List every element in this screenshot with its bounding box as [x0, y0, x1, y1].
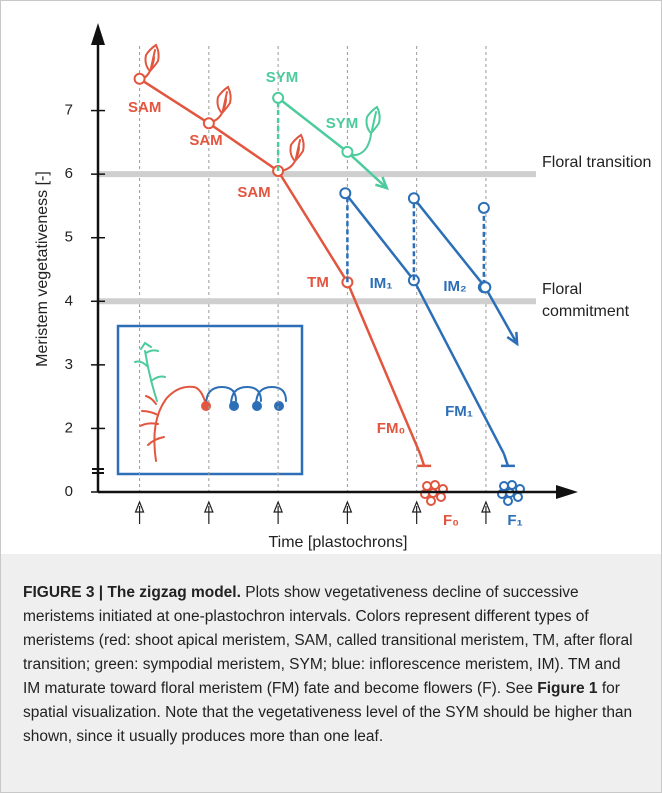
meristem-line — [412, 197, 487, 289]
inset-hooks — [205, 385, 287, 406]
inset-dot — [201, 401, 211, 411]
threshold-label: Floral transition — [542, 154, 652, 172]
stop-bar — [500, 453, 515, 468]
stop-bar — [417, 453, 432, 468]
meristem-point — [341, 145, 354, 158]
meristem-label: F₁ — [507, 512, 522, 529]
meristem-label: TM — [307, 274, 329, 291]
inset-dot — [274, 401, 284, 411]
y-tick-label: 5 — [65, 229, 73, 246]
caption: FIGURE 3 | The zigzag model. Plots show … — [1, 554, 661, 792]
inset-box — [116, 324, 304, 476]
meristem-line — [138, 77, 422, 455]
x-axis-arrow — [556, 485, 578, 499]
meristem-label: FM₀ — [377, 420, 405, 437]
meristem-point — [202, 117, 215, 130]
meristem-label: SAM — [128, 99, 161, 116]
meristem-label: SYM — [326, 115, 359, 132]
meristem-line — [344, 192, 506, 455]
meristem-point — [407, 192, 420, 205]
meristem-label: SAM — [237, 184, 270, 201]
caption-body: for spatial visualization. Note that the… — [23, 680, 633, 745]
x-tick-arrow — [134, 500, 145, 524]
y-tick-label: 7 — [65, 102, 73, 119]
x-axis-label: Time [plastochrons] — [268, 534, 407, 551]
x-tick-arrow — [481, 500, 491, 524]
inset-stem — [139, 385, 207, 462]
meristem-label: SAM — [189, 132, 222, 149]
y-tick-label: 4 — [65, 292, 73, 309]
meristem-point — [272, 91, 285, 104]
meristem-line — [484, 286, 519, 345]
meristem-point — [477, 201, 490, 214]
y-axis-arrow — [91, 23, 105, 45]
inset-dot — [229, 401, 239, 411]
axis-break — [92, 468, 104, 474]
caption-ref: Figure 1 — [537, 680, 598, 697]
meristem-point — [133, 72, 146, 85]
leaf-icon-green — [346, 105, 381, 156]
y-tick-label: 2 — [65, 419, 73, 436]
arrow-head — [375, 176, 389, 191]
y-tick-label: 3 — [65, 356, 73, 373]
x-tick-arrow — [342, 500, 353, 524]
meristem-label: IM₂ — [443, 278, 466, 295]
y-tick-label: 0 — [65, 483, 73, 500]
meristem-label: SYM — [266, 69, 299, 86]
inset-dot — [252, 401, 262, 411]
arrow-head — [506, 331, 519, 347]
threshold-label: Floral commitment — [542, 281, 630, 321]
y-tick-label: 6 — [65, 165, 73, 182]
x-tick-arrow — [411, 500, 422, 524]
meristem-point — [339, 187, 352, 200]
meristem-label: F₀ — [443, 512, 459, 529]
x-tick-arrow — [273, 500, 284, 524]
meristem-label: IM₁ — [370, 275, 393, 292]
chart: Meristem vegetativeness [-] Time [plasto… — [34, 23, 578, 551]
caption-text: FIGURE 3 | The zigzag model. Plots show … — [1, 554, 661, 749]
meristem-label: FM₁ — [445, 403, 473, 420]
meristem-point — [479, 281, 492, 294]
decorations — [116, 43, 525, 506]
y-axis-label: Meristem vegetativeness [-] — [34, 171, 51, 367]
x-tick-arrow — [203, 500, 214, 524]
caption-title: FIGURE 3 | The zigzag model. — [23, 584, 241, 601]
inset-sprout — [134, 341, 166, 402]
caption-body: Plots show vegetativeness decline of suc… — [23, 584, 633, 697]
